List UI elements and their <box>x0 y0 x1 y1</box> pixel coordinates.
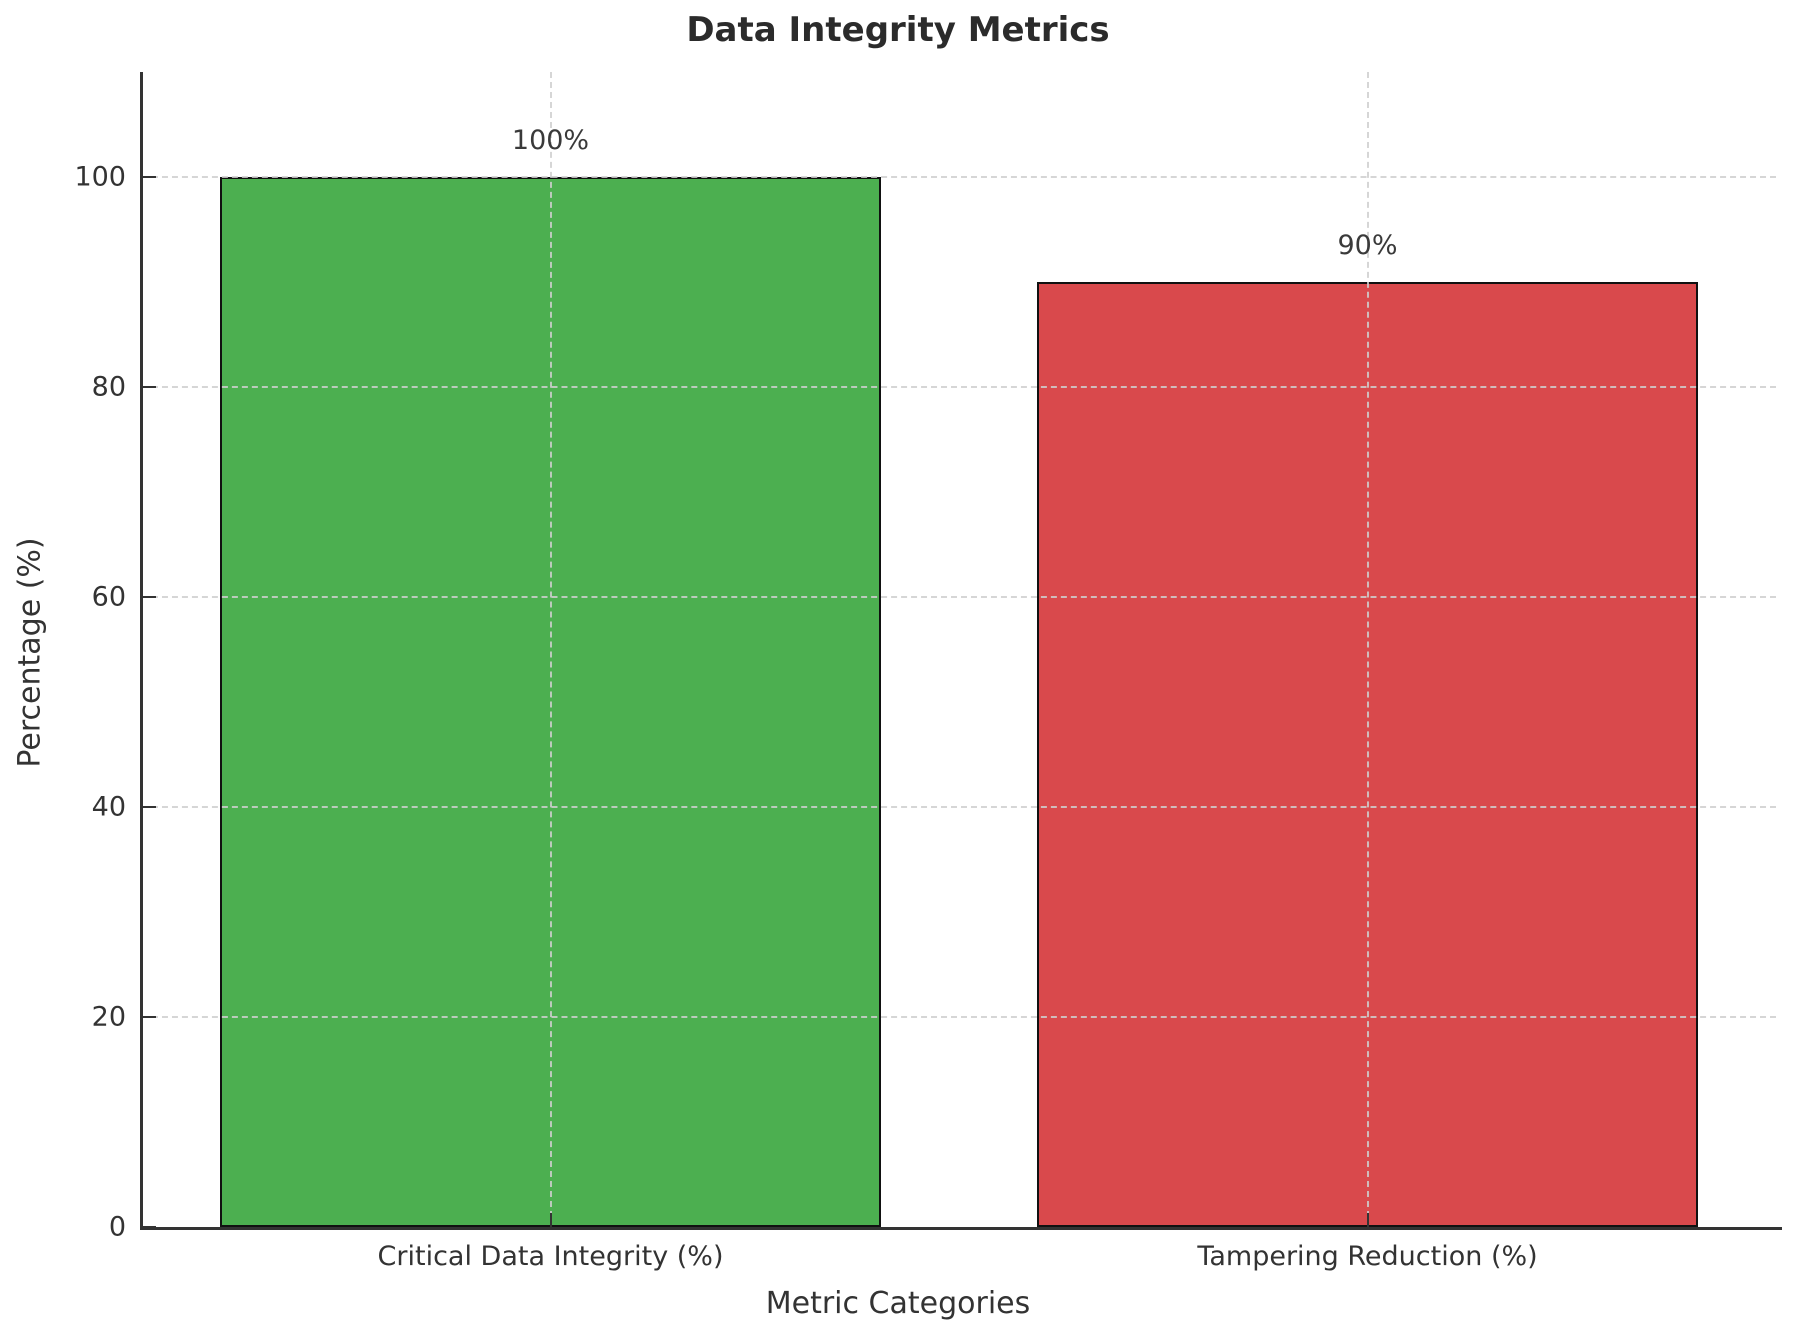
chart-title: Data Integrity Metrics <box>686 10 1110 50</box>
y-tick <box>142 596 156 598</box>
y-tick <box>142 1016 156 1018</box>
x-axis-spine <box>140 1227 1782 1230</box>
h-gridline <box>142 596 1776 598</box>
y-tick-label: 60 <box>91 581 126 613</box>
y-tick-label: 0 <box>108 1211 126 1243</box>
h-gridline <box>142 1016 1776 1018</box>
h-gridline <box>142 176 1776 178</box>
v-gridline <box>1366 72 1369 1227</box>
h-gridline <box>142 386 1776 388</box>
h-gridline <box>142 806 1776 808</box>
bar-value-label: 100% <box>511 125 590 156</box>
x-tick <box>549 1213 552 1227</box>
bar-value-label: 90% <box>1337 230 1398 261</box>
y-tick-label: 100 <box>74 161 126 193</box>
y-tick-label: 80 <box>91 371 126 403</box>
x-axis-label: Metric Categories <box>765 1286 1031 1321</box>
y-axis-spine <box>140 72 143 1229</box>
x-tick <box>1366 1213 1369 1227</box>
y-tick <box>142 806 156 808</box>
x-tick-label: Tampering Reduction (%) <box>1197 1241 1538 1272</box>
y-tick <box>142 176 156 178</box>
v-gridline <box>549 72 552 1227</box>
y-tick-label: 40 <box>91 791 126 823</box>
y-tick-label: 20 <box>91 1001 126 1033</box>
y-tick <box>142 386 156 388</box>
x-tick-label: Critical Data Integrity (%) <box>377 1241 724 1272</box>
